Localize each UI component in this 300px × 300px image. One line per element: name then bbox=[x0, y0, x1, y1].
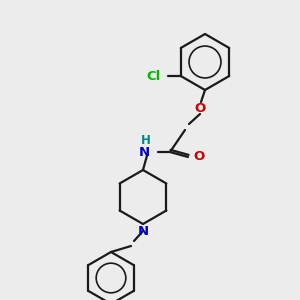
Text: O: O bbox=[194, 101, 206, 115]
Text: O: O bbox=[193, 151, 204, 164]
Text: N: N bbox=[137, 225, 148, 238]
Text: Cl: Cl bbox=[146, 70, 161, 83]
Text: H: H bbox=[141, 134, 151, 147]
Text: N: N bbox=[139, 146, 150, 160]
